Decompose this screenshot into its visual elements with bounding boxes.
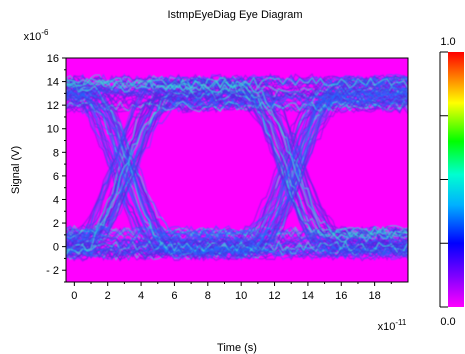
eye-trace — [66, 88, 408, 240]
x-tick-label: 10 — [235, 290, 247, 302]
y-multiplier-exponent: -6 — [41, 28, 49, 37]
x-tick-label: 12 — [268, 290, 280, 302]
x-tick-label: 14 — [302, 290, 314, 302]
y-tick-label: 2 — [53, 218, 59, 230]
colorbar: 1.0 0.0 — [439, 36, 464, 328]
y-tick-label: 16 — [47, 53, 59, 65]
eye-trace — [66, 100, 408, 252]
x-axis: 0 2 4 6 8 10 12 14 16 18 — [71, 282, 392, 302]
y-tick-label: 12 — [47, 100, 59, 112]
eye-trace — [66, 245, 408, 258]
colorbar-gradient — [448, 52, 464, 307]
y-tick-label: 4 — [53, 194, 59, 206]
eye-trace — [66, 101, 408, 114]
eye-trace — [66, 100, 408, 244]
eye-trace — [66, 96, 408, 237]
eye-trace — [66, 80, 408, 240]
y-tick-label: 0 — [53, 242, 59, 254]
eye-trace — [66, 75, 408, 257]
colorbar-max-label: 1.0 — [440, 36, 455, 48]
x-tick-label: 0 — [71, 290, 77, 302]
y-tick-label: 8 — [53, 147, 59, 159]
y-axis-label: Signal (V) — [10, 146, 22, 194]
x-tick-label: 2 — [105, 290, 111, 302]
plot-area — [65, 57, 409, 283]
x-tick-label: 8 — [205, 290, 211, 302]
y-tick-label: 6 — [53, 171, 59, 183]
colorbar-ticks — [439, 51, 448, 308]
colorbar-min-label: 0.0 — [440, 316, 455, 328]
y-tick-label: 14 — [47, 77, 59, 89]
eye-trace — [66, 79, 408, 261]
x-multiplier-base: x10 — [378, 321, 396, 333]
plot-frame — [65, 57, 409, 283]
eye-trace — [66, 96, 408, 254]
eye-trace — [66, 81, 408, 238]
eye-trace — [66, 100, 408, 255]
y-multiplier-base: x10 — [24, 31, 42, 43]
eye-trace — [66, 93, 408, 260]
x-axis-label: Time (s) — [217, 342, 257, 354]
chart-title: IstmpEyeDiag Eye Diagram — [167, 9, 302, 21]
eye-trace — [66, 88, 408, 256]
eye-trace — [66, 240, 408, 253]
x-multiplier: x10-11 — [378, 318, 407, 333]
x-tick-label: 6 — [171, 290, 177, 302]
eye-trace — [66, 84, 408, 251]
x-tick-label: 4 — [138, 290, 144, 302]
eye-trace — [66, 96, 408, 249]
x-multiplier-exponent: -11 — [395, 318, 407, 327]
x-tick-label: 16 — [335, 290, 347, 302]
y-tick-label: 10 — [47, 124, 59, 136]
y-axis: 16 14 12 10 8 6 4 2 0 - 2 — [46, 53, 66, 283]
y-tick-label: - 2 — [46, 265, 59, 277]
y-multiplier: x10-6 — [24, 28, 49, 43]
x-tick-label: 18 — [369, 290, 381, 302]
eye-traces — [66, 72, 408, 262]
